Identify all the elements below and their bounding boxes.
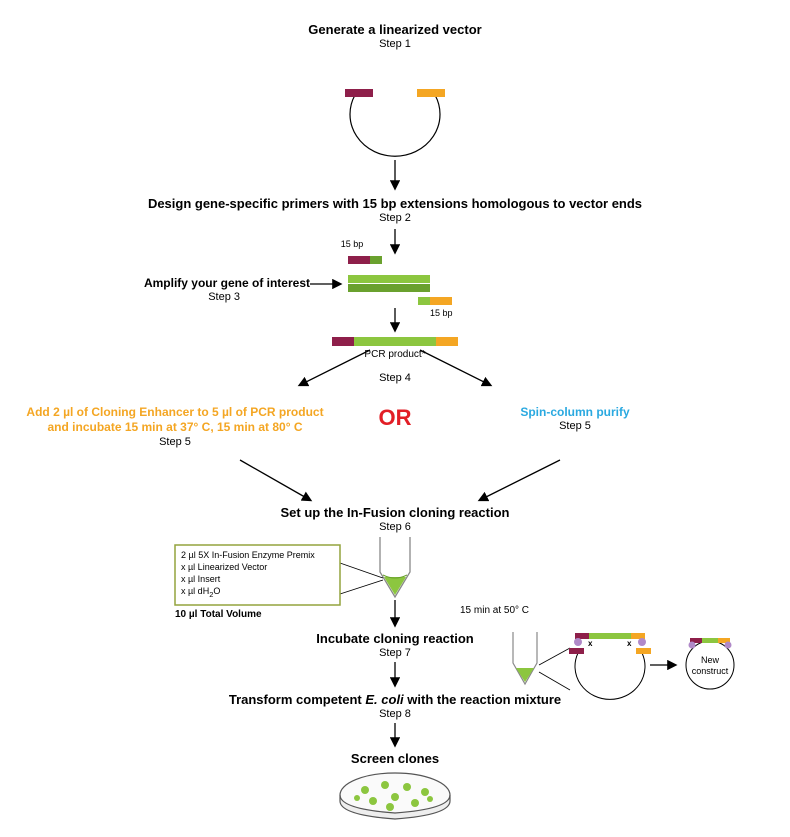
left-branch-l1: Add 2 µl of Cloning Enhancer to 5 µl of …	[5, 405, 345, 419]
screen-title: Screen clones	[245, 751, 545, 766]
step7-title: Incubate cloning reaction	[245, 631, 545, 646]
incubate-note: 15 min at 50° C	[460, 605, 580, 616]
box-l1: 2 µl 5X In-Fusion Enzyme Premix	[181, 550, 336, 560]
box-l2: x µl Linearized Vector	[181, 562, 336, 572]
new-construct-l2: construct	[684, 666, 736, 676]
or-label: OR	[355, 405, 435, 431]
right-branch-step: Step 5	[475, 420, 675, 432]
left-branch-l2: and incubate 15 min at 37° C, 15 min at …	[5, 420, 345, 434]
step1-step: Step 1	[245, 38, 545, 50]
step2-step: Step 2	[245, 212, 545, 224]
step8-title: Transform competent E. coli with the rea…	[170, 692, 620, 707]
tube-icon	[380, 537, 410, 597]
step6-title: Set up the In-Fusion cloning reaction	[245, 505, 545, 520]
step3-title: Amplify your gene of interest	[110, 276, 310, 290]
box-total: 10 µl Total Volume	[175, 609, 340, 620]
step7-step: Step 7	[245, 647, 545, 659]
workflow-diagram: x x Generate a linearized vector Step 1 …	[0, 0, 790, 837]
svg-text:x: x	[627, 639, 632, 648]
step6-step: Step 6	[245, 521, 545, 533]
step8-step: Step 8	[245, 708, 545, 720]
bp-label-1: 15 bp	[332, 239, 372, 249]
right-branch-title: Spin-column purify	[475, 405, 675, 419]
bp-label-2: 15 bp	[430, 308, 470, 318]
left-branch-step: Step 5	[5, 436, 345, 448]
pcr-product-label: PCR product*	[340, 349, 450, 360]
petri-dish-icon	[340, 773, 450, 819]
new-construct-l1: New	[684, 655, 736, 665]
linearized-vector-icon	[345, 89, 445, 156]
step4-label: Step 4	[340, 372, 450, 384]
step2-title: Design gene-specific primers with 15 bp …	[95, 196, 695, 211]
box-l4: x µl dH2O	[181, 586, 336, 599]
box-l3: x µl Insert	[181, 574, 336, 584]
step3-step: Step 3	[110, 291, 240, 303]
step1-title: Generate a linearized vector	[245, 22, 545, 37]
svg-text:x: x	[588, 639, 593, 648]
